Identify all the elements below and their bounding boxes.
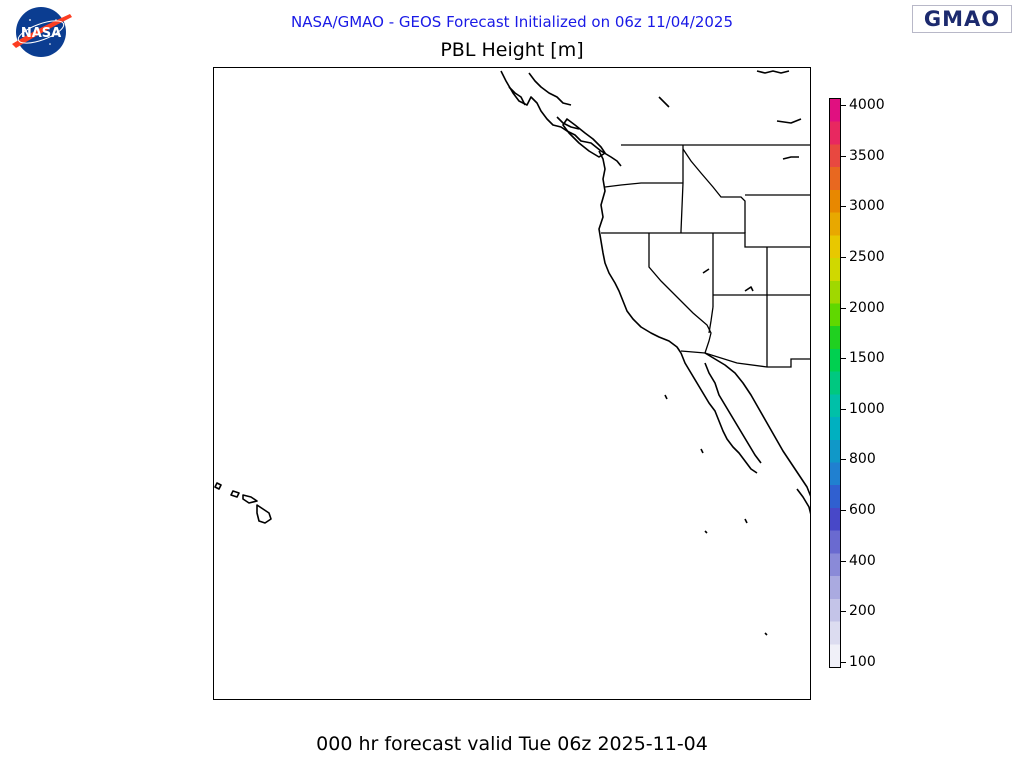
colorbar-tick [841, 408, 846, 410]
map-canvas [214, 70, 810, 636]
map-title: PBL Height [m] [440, 39, 584, 61]
colorbar-tick [841, 611, 846, 613]
colorbar-tick [841, 105, 846, 106]
colorbar-tick [841, 307, 846, 309]
colorbar-label: 600 [849, 502, 876, 519]
colorbar-label: 200 [849, 603, 876, 620]
map-panel [213, 67, 811, 700]
state-boundary-layer [601, 144, 810, 368]
coastline-layer [214, 70, 810, 636]
colorbar-label: 100 [849, 654, 876, 670]
colorbar-tick [841, 155, 846, 157]
colorbar-label: 1000 [849, 400, 885, 417]
colorbar-tick [841, 206, 846, 208]
colorbar-tick [841, 662, 846, 663]
colorbar-label: 4000 [849, 97, 885, 113]
colorbar-label: 800 [849, 451, 876, 468]
gmao-logo-icon: GMAO [912, 5, 1012, 33]
colorbar-label: 3500 [849, 147, 885, 164]
colorbar-tick [841, 256, 846, 258]
colorbar-label: 3000 [849, 198, 885, 215]
colorbar [829, 98, 841, 668]
colorbar-label: 2500 [849, 248, 885, 265]
svg-text:NASA: NASA [21, 26, 61, 41]
colorbar-label: 1500 [849, 350, 885, 367]
forecast-header-title: NASA/GMAO - GEOS Forecast Initialized on… [290, 13, 734, 31]
colorbar-tick [841, 358, 846, 360]
colorbar-tick [841, 510, 846, 512]
colorbar-tick [841, 459, 846, 461]
nasa-logo-icon: NASA [10, 6, 72, 58]
colorbar-tick [841, 560, 846, 562]
forecast-valid-footer: 000 hr forecast valid Tue 06z 2025-11-04 [316, 733, 708, 755]
colorbar-label: 400 [849, 552, 876, 569]
colorbar-label: 2000 [849, 299, 885, 316]
